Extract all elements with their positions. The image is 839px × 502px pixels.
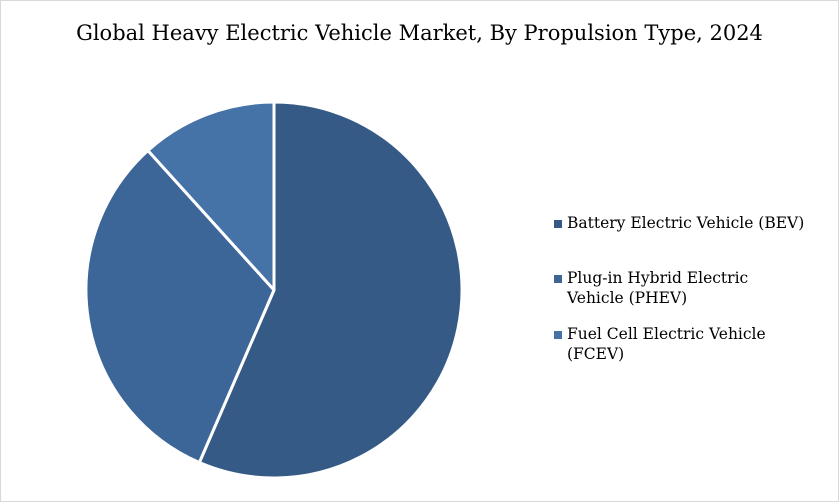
legend-swatch [554, 331, 562, 339]
legend-item-fcev: Fuel Cell Electric Vehicle (FCEV) [554, 324, 804, 364]
pie-slice-1 [84, 149, 276, 465]
legend-swatch [554, 275, 562, 283]
legend-label: Battery Electric Vehicle (BEV) [567, 214, 805, 232]
legend-item-bev: Battery Electric Vehicle (BEV) [554, 213, 834, 233]
legend-swatch [554, 220, 562, 228]
legend-label: Plug-in Hybrid Electric Vehicle (PHEV) [567, 269, 749, 307]
chart-title: Global Heavy Electric Vehicle Market, By… [76, 21, 763, 45]
legend-item-phev: Plug-in Hybrid Electric Vehicle (PHEV) [554, 268, 804, 308]
legend-label: Fuel Cell Electric Vehicle (FCEV) [567, 325, 766, 363]
pie-slice-0 [197, 100, 464, 480]
pie-slice-2 [146, 100, 276, 292]
